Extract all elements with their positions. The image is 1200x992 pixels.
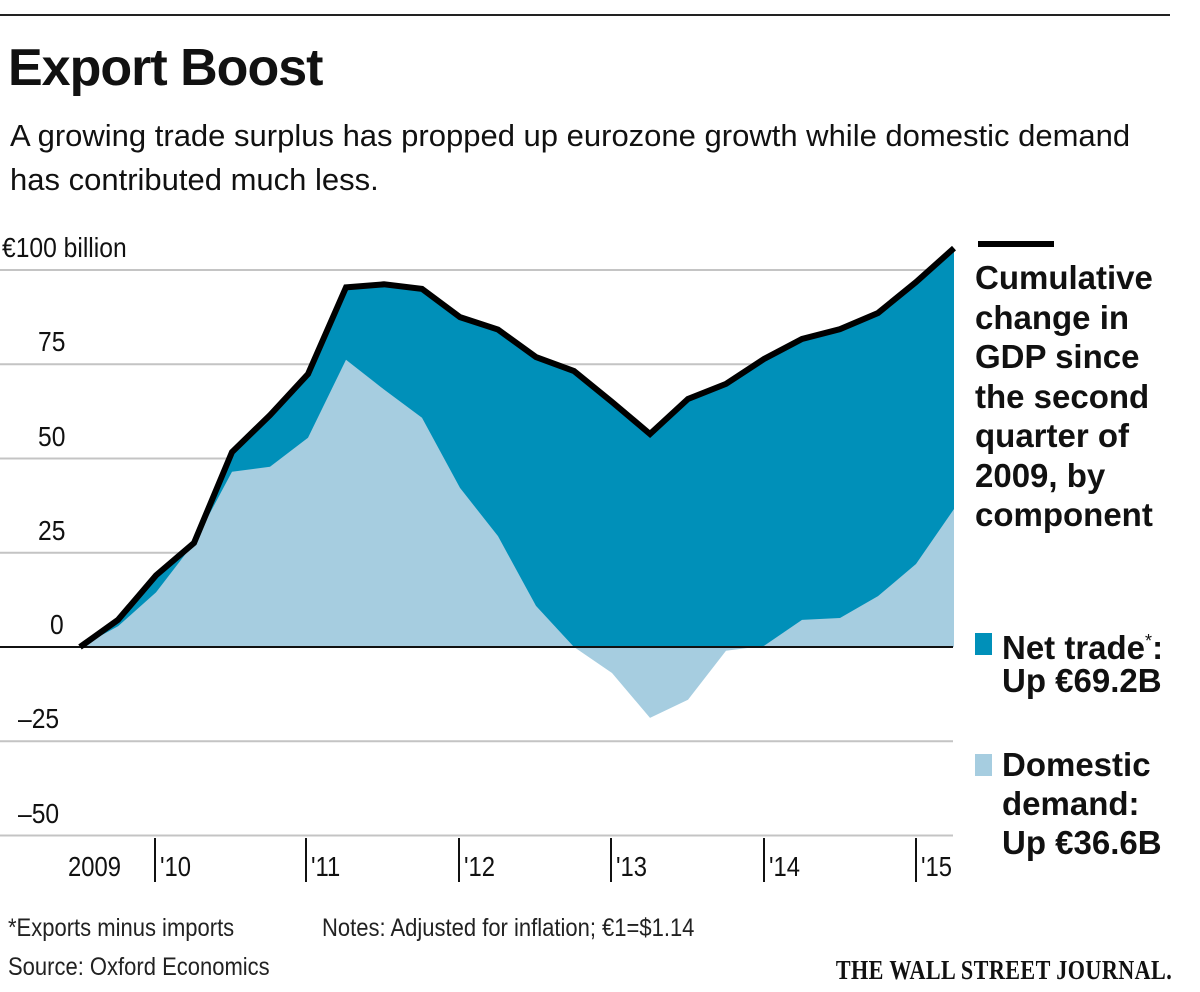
x-tick-label: '14 xyxy=(769,851,801,882)
y-tick-label: –50 xyxy=(18,797,60,829)
footnote: *Exports minus imports xyxy=(8,914,235,942)
legend-net-trade: Net trade*: xyxy=(1002,622,1163,667)
y-tick-label: –25 xyxy=(18,703,60,735)
legend-domestic-label: Domestic demand: xyxy=(1002,746,1151,822)
legend-net-trade-asterisk: * xyxy=(1145,631,1153,651)
y-tick-label: 75 xyxy=(38,326,66,358)
y-tick-label: 25 xyxy=(38,514,66,546)
y-tick-label: 0 xyxy=(50,609,64,640)
legend-line-swatch xyxy=(978,241,1054,247)
source: Source: Oxford Economics xyxy=(8,953,270,981)
x-tick-label: '10 xyxy=(160,851,192,882)
legend-net-trade-label: Net trade xyxy=(1002,629,1146,666)
gdp-total-line xyxy=(78,245,956,650)
y-tick-label: €100 billion xyxy=(2,232,127,263)
x-tick-label: '13 xyxy=(616,851,648,882)
legend-total-label: Cumulative change in GDP since the secon… xyxy=(975,259,1153,533)
legend-domestic-swatch xyxy=(975,754,992,776)
domestic-demand-area xyxy=(80,359,954,718)
legend-net-trade-value: Up €69.2B xyxy=(1002,662,1162,699)
legend-net-trade-swatch xyxy=(975,633,992,655)
x-tick-label: '11 xyxy=(311,851,341,882)
y-tick-label: 50 xyxy=(38,420,66,452)
x-tick-label: '15 xyxy=(921,851,953,882)
x-tick-label: '12 xyxy=(464,851,496,882)
chart-title: Export Boost xyxy=(8,39,323,97)
notes: Notes: Adjusted for inflation; €1=$1.14 xyxy=(322,914,695,942)
top-rule xyxy=(0,14,1170,16)
legend-domestic-value: Up €36.6B xyxy=(1002,824,1162,861)
chart-subtitle: A growing trade surplus has propped up e… xyxy=(10,118,1131,197)
legend-net-trade-colon: : xyxy=(1152,629,1164,666)
publisher-logo: THE WALL STREET JOURNAL. xyxy=(835,955,1172,985)
x-tick-label: 2009 xyxy=(68,851,121,882)
